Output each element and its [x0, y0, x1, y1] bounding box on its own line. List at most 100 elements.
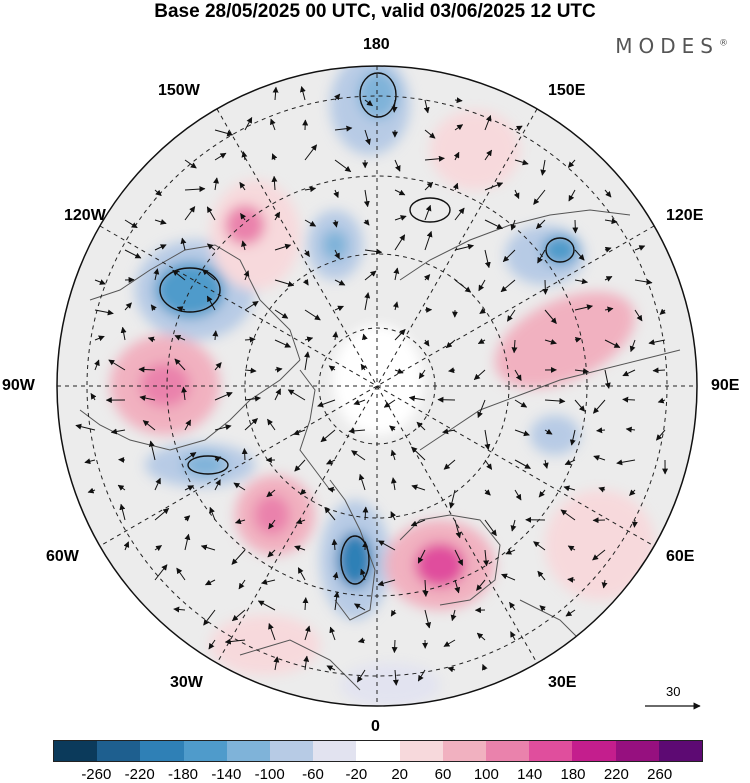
arrow-icon [443, 459, 456, 470]
arrow-icon [154, 244, 167, 251]
arrow-icon [616, 459, 636, 466]
arrow-icon [634, 309, 643, 322]
arrow-icon [604, 306, 614, 313]
anomaly-area [333, 325, 423, 435]
arrow-icon [423, 274, 431, 281]
arrow-icon [274, 211, 281, 221]
arrow-icon [634, 245, 646, 251]
arrow-icon [214, 362, 222, 371]
lon-label-60e: 60E [666, 548, 695, 565]
brand-registered-mark: ® [719, 38, 728, 49]
arrow-icon [477, 338, 486, 345]
arrow-icon [514, 159, 529, 166]
arrow-icon [604, 339, 621, 348]
arrow-icon [334, 249, 340, 260]
colorbar-swatch [270, 741, 314, 761]
arrow-icon [656, 429, 666, 441]
arrow-icon [391, 99, 398, 113]
arrow-icon [94, 359, 100, 371]
anomaly-area [254, 495, 290, 535]
arrow-icon [593, 455, 606, 461]
arrow-icon [484, 149, 493, 161]
colorbar-tick-label: 20 [391, 766, 408, 783]
arrow-icon [454, 207, 465, 221]
arrow-icon [544, 428, 553, 435]
arrow-icon [231, 609, 246, 622]
arrow-icon [560, 509, 576, 521]
arrow-icon [377, 540, 396, 551]
arrow-icon [108, 359, 126, 371]
anomaly-area [545, 490, 655, 600]
arrow-icon [272, 86, 279, 101]
arrow-icon [484, 459, 493, 470]
arrow-icon [510, 519, 517, 532]
arrow-icon [351, 450, 366, 461]
arrow-icon [391, 639, 398, 654]
arrow-icon [450, 609, 457, 622]
arrow-icon [479, 307, 486, 314]
arrow-icon [203, 609, 216, 626]
arrow-icon [423, 99, 430, 114]
arrow-icon [476, 632, 486, 641]
arrow-icon [304, 219, 317, 227]
arrow-icon [200, 544, 216, 551]
arrow-icon [123, 541, 130, 551]
arrow-icon [184, 452, 197, 461]
arrow-icon [206, 243, 216, 251]
arrow-icon [202, 269, 216, 281]
arrow-icon [184, 186, 206, 193]
arrow-icon [274, 366, 283, 373]
arrow-icon [274, 388, 281, 401]
arrow-icon [94, 335, 105, 342]
arrow-icon [445, 339, 456, 349]
arrow-icon [364, 129, 371, 146]
arrow-icon [537, 570, 546, 581]
arrow-icon [154, 508, 170, 521]
arrow-icon [244, 116, 253, 131]
arrow-icon [124, 219, 138, 229]
arrow-icon [302, 597, 309, 611]
arrow-icon [604, 369, 611, 389]
colorbar-tick-label: -180 [167, 766, 199, 783]
arrow-icon [598, 486, 606, 493]
arrow-icon [154, 219, 167, 225]
arrow-icon [154, 564, 168, 581]
arrow-icon [408, 395, 426, 402]
colorbar-swatch [658, 741, 703, 761]
arrow-icon [377, 579, 396, 587]
arrow-icon [447, 666, 456, 673]
arrow-icon [568, 189, 576, 202]
arrow-icon [348, 427, 366, 434]
reference-vector-label: 30 [666, 684, 681, 699]
lon-label-150e: 150E [548, 82, 586, 99]
arrow-icon [173, 606, 186, 613]
arrow-icon [574, 399, 586, 412]
arrow-icon [304, 351, 311, 371]
arrow-icon [424, 155, 445, 162]
arrow-icon [364, 270, 377, 281]
arrow-icon [574, 249, 585, 261]
arrow-icon [327, 486, 336, 493]
anomaly-area [337, 532, 373, 588]
arrow-icon [538, 489, 546, 498]
arrow-icon [358, 473, 366, 491]
colorbar-tick-label: 100 [473, 766, 499, 783]
arrow-icon [90, 392, 97, 401]
arrow-icon [563, 485, 576, 492]
colorbar-swatch [183, 741, 227, 761]
arrow-icon [184, 533, 191, 551]
arrow-icon [360, 568, 366, 581]
anomaly-area [415, 543, 465, 587]
colorbar-swatch [572, 741, 616, 761]
coastline [239, 639, 361, 691]
arrow-icon [422, 579, 429, 597]
arrow-icon [184, 206, 196, 221]
arrow-icon [120, 326, 127, 341]
arrow-icon [154, 189, 162, 196]
arrow-icon [625, 426, 636, 433]
arrow-icon [362, 506, 369, 521]
arrow-icon [567, 576, 576, 583]
arrow-icon [331, 538, 338, 551]
arrow-icon [394, 328, 406, 341]
arrow-icon [271, 175, 278, 191]
